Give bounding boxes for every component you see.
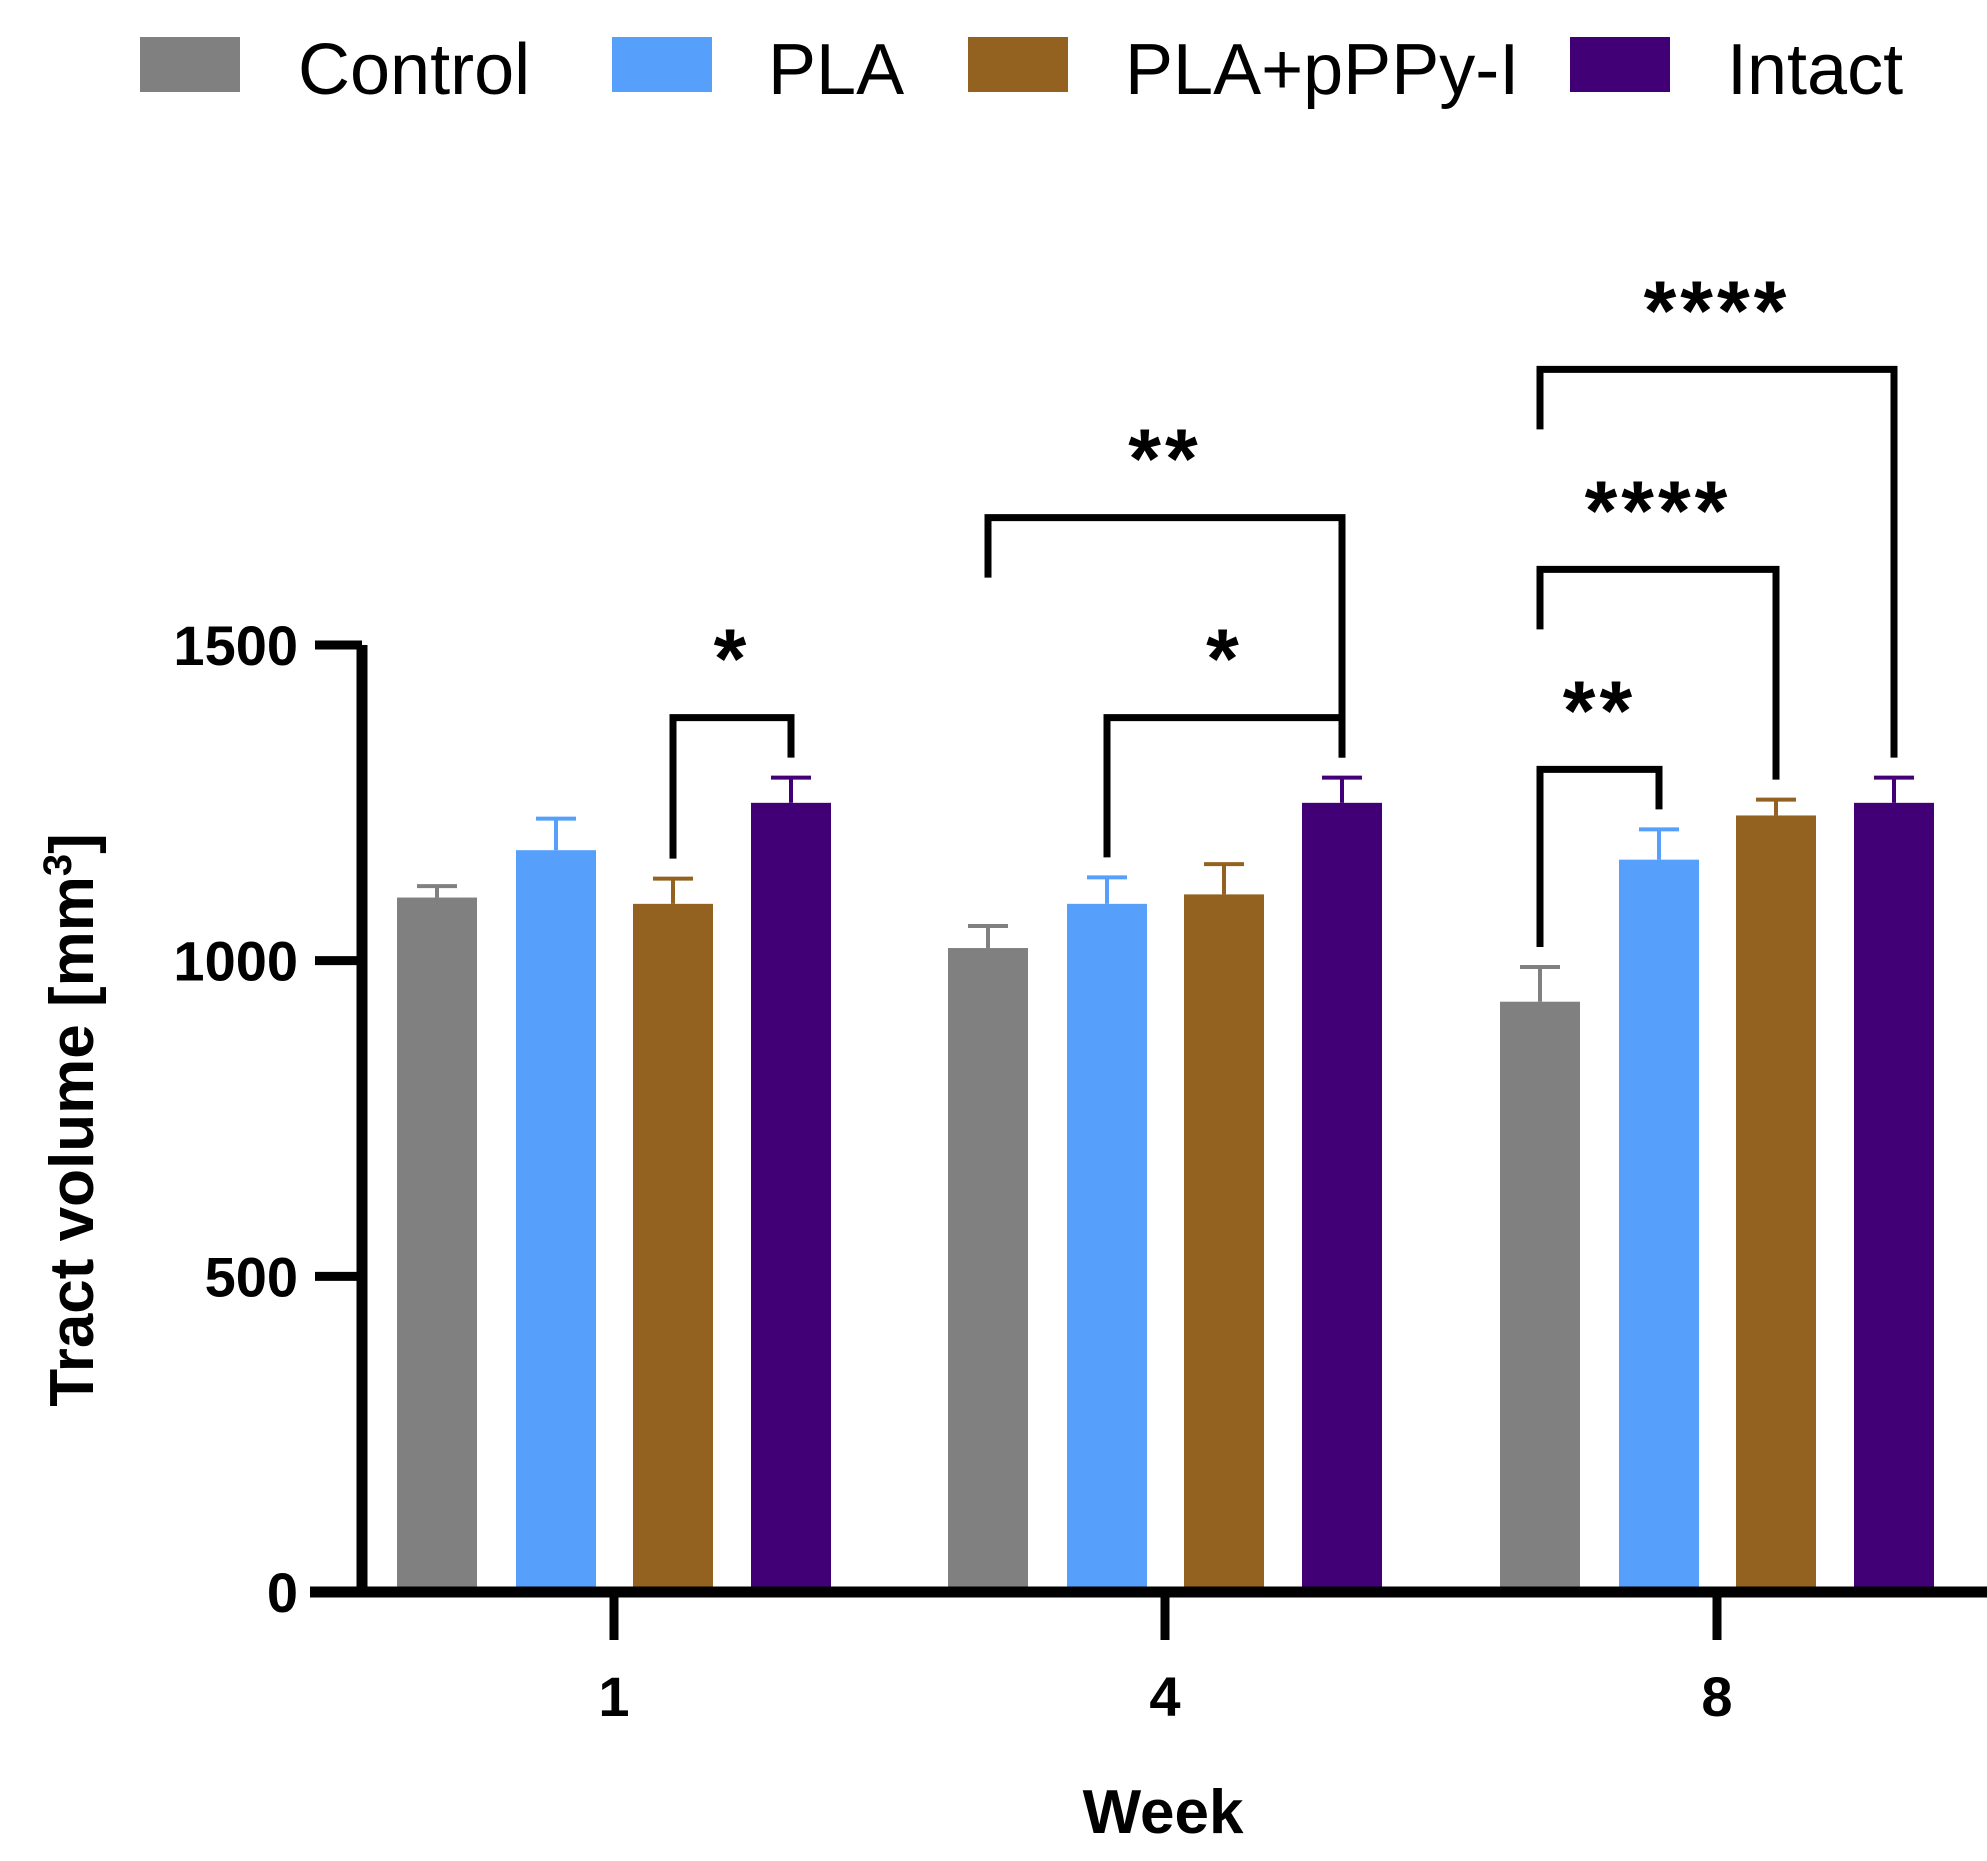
- x-tick-label-1: 1: [598, 1665, 629, 1728]
- y-axis-title: Tract volume [mm3]: [36, 833, 107, 1407]
- significance-label: *: [1206, 612, 1243, 706]
- legend-swatch-pla: [612, 37, 712, 92]
- y-ticks: 0 500 1000 1500: [173, 614, 362, 1624]
- bar-pla-week-4: [1067, 903, 1147, 1592]
- error-bar-pla-pppy-i-week-1: [653, 876, 693, 904]
- y-axis-title-close: ]: [38, 833, 107, 854]
- bar-pla-pppy-i-week-4: [1184, 894, 1264, 1592]
- significance-label: ****: [1585, 463, 1732, 557]
- error-bar-pla-pppy-i-week-8: [1756, 797, 1796, 816]
- bar-control-week-1: [397, 897, 477, 1592]
- significance-bracket-week-4-0-3: **: [984, 412, 1346, 758]
- legend-swatch-intact: [1570, 37, 1670, 92]
- x-axis-title: Week: [1083, 1778, 1244, 1847]
- bar-intact-week-8: [1854, 802, 1934, 1592]
- significance-brackets: * *************: [669, 263, 1898, 947]
- error-bar-control-week-1: [417, 884, 457, 898]
- legend-label-intact: Intact: [1727, 30, 1903, 110]
- significance-label: *: [714, 612, 751, 706]
- bars: [397, 802, 1934, 1592]
- y-tick-label-1000: 1000: [173, 930, 298, 993]
- bar-intact-week-4: [1302, 802, 1382, 1592]
- error-bar-intact-week-8: [1874, 775, 1914, 803]
- legend-label-pla-pppy: PLA+pPPy-I: [1125, 30, 1519, 110]
- bar-control-week-8: [1500, 1001, 1580, 1592]
- bar-pla-week-8: [1619, 859, 1699, 1592]
- x-ticks: 1 4 8: [598, 1592, 1733, 1728]
- error-bar-control-week-4: [968, 923, 1008, 949]
- legend-swatch-pla-pppy: [968, 37, 1068, 92]
- error-bar-intact-week-4: [1322, 775, 1362, 803]
- y-axis-title-superscript: 3: [36, 854, 80, 876]
- error-bar-pla-week-1: [536, 816, 576, 851]
- error-bar-pla-pppy-i-week-4: [1204, 862, 1244, 895]
- bar-pla-pppy-i-week-8: [1736, 815, 1816, 1592]
- significance-bracket-week-8-0-1: **: [1536, 663, 1663, 947]
- bar-pla-week-1: [516, 850, 596, 1592]
- y-tick-label-1500: 1500: [173, 614, 298, 677]
- significance-label: ****: [1644, 263, 1791, 357]
- significance-label: **: [1128, 412, 1201, 506]
- significance-bracket-week-8-0-2: ****: [1536, 463, 1780, 780]
- legend-label-control: Control: [298, 30, 530, 110]
- legend: Control PLA PLA+pPPy-I Intact: [140, 30, 1903, 110]
- error-bars: [417, 775, 1914, 1002]
- significance-label: **: [1563, 663, 1636, 757]
- error-bar-intact-week-1: [771, 775, 811, 803]
- legend-label-pla: PLA: [768, 30, 904, 110]
- y-tick-label-0: 0: [267, 1561, 298, 1624]
- x-tick-label-4: 4: [1149, 1665, 1180, 1728]
- error-bar-pla-week-8: [1639, 827, 1679, 860]
- x-tick-label-8: 8: [1701, 1665, 1732, 1728]
- significance-bracket-week-1-2-3: *: [669, 612, 795, 859]
- significance-bracket-week-8-0-3: ****: [1536, 263, 1898, 758]
- error-bar-control-week-8: [1520, 964, 1560, 1002]
- y-axis-title-main: Tract volume [mm: [38, 876, 107, 1407]
- error-bar-pla-week-4: [1087, 875, 1127, 904]
- bar-intact-week-1: [751, 802, 831, 1592]
- y-tick-label-500: 500: [205, 1245, 298, 1308]
- bar-control-week-4: [948, 948, 1028, 1592]
- legend-swatch-control: [140, 37, 240, 92]
- bar-pla-pppy-i-week-1: [633, 903, 713, 1592]
